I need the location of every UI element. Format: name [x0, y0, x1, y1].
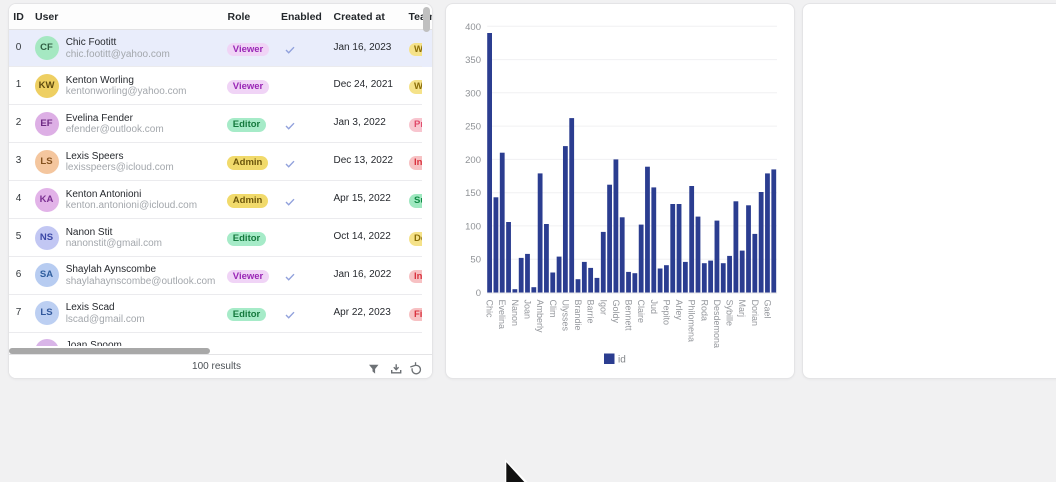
svg-text:Barrie: Barrie [586, 300, 596, 324]
svg-text:Evelina: Evelina [497, 300, 507, 330]
svg-text:200: 200 [465, 155, 481, 166]
svg-text:id: id [618, 355, 626, 366]
svg-text:350: 350 [465, 55, 481, 66]
svg-text:Ulysses: Ulysses [560, 300, 570, 332]
svg-text:Pepito: Pepito [661, 300, 671, 326]
svg-text:Dorian: Dorian [750, 300, 760, 327]
svg-text:Claire: Claire [636, 300, 646, 324]
svg-text:Bennett: Bennett [624, 300, 634, 332]
svg-text:Brandie: Brandie [573, 300, 583, 331]
svg-text:Nanon: Nanon [510, 300, 520, 327]
svg-text:Joan: Joan [523, 300, 533, 320]
svg-text:Gael: Gael [763, 300, 773, 319]
svg-text:Marj: Marj [737, 300, 747, 318]
svg-text:Sybille: Sybille [725, 300, 735, 327]
svg-text:400: 400 [465, 22, 481, 33]
svg-text:Desdemona: Desdemona [712, 300, 722, 349]
svg-text:Jud: Jud [649, 300, 659, 315]
svg-text:Philomena: Philomena [687, 300, 697, 343]
svg-text:Roda: Roda [699, 300, 709, 322]
svg-text:0: 0 [476, 288, 481, 299]
svg-text:Chic: Chic [485, 300, 495, 319]
svg-text:Igor: Igor [598, 300, 608, 316]
svg-text:Amberly: Amberly [535, 300, 545, 334]
svg-text:250: 250 [465, 122, 481, 133]
svg-text:300: 300 [465, 88, 481, 99]
svg-text:Arley: Arley [674, 300, 684, 321]
svg-text:100: 100 [465, 221, 481, 232]
svg-text:50: 50 [470, 255, 481, 266]
svg-text:Goldy: Goldy [611, 300, 621, 324]
svg-text:Clim: Clim [548, 300, 558, 318]
svg-text:150: 150 [465, 188, 481, 199]
